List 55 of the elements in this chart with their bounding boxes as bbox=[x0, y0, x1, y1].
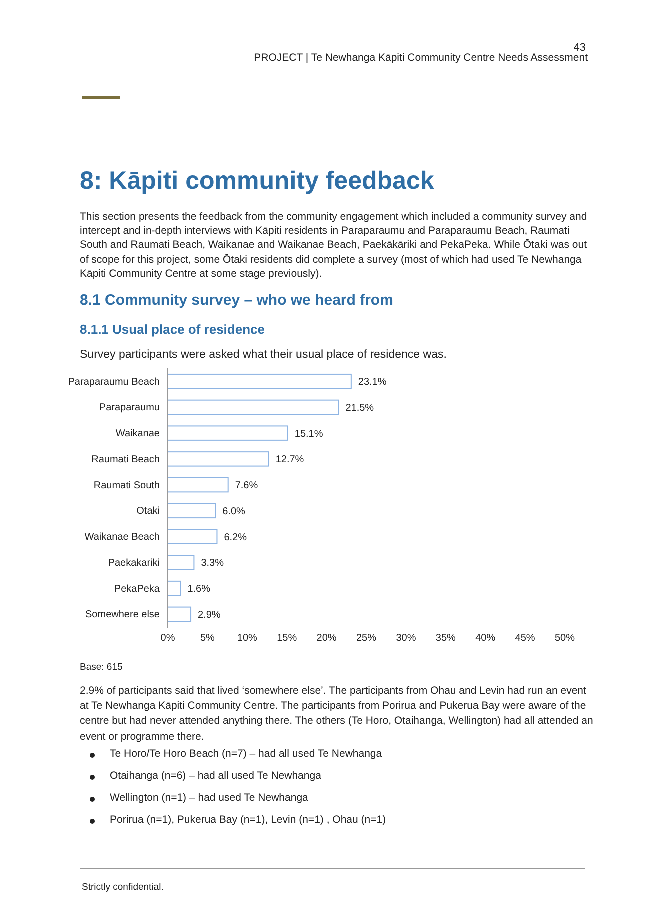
data-label: 3.3% bbox=[201, 558, 224, 570]
text: Base: 615 bbox=[80, 662, 124, 674]
text: This section presents the feedback from the community engagement which included a community survey and intercept and in-depth interviews with Kāpiti residents in Paraparaumu and Paraparaumu Beach, Raumati South and Raumati Beach, Waikanae and Waikanae Beach, Paekākāriki and PekaPeka. While Ōtaki was out of scope for this project, some Ōtaki residents did complete a survey (most of which had used Te Newhanga Kāpiti Community Centre at some stage previously). bbox=[80, 210, 588, 281]
x-tick-label: 35% bbox=[436, 633, 456, 644]
x-tick-label: 40% bbox=[476, 633, 496, 644]
bar bbox=[168, 400, 340, 416]
data-label: 12.7% bbox=[276, 454, 304, 466]
y-tick-label: Waikanae bbox=[116, 428, 160, 440]
chart-title: 8.1.1 Usual place of residence bbox=[80, 322, 266, 337]
text: 2.9% of participants said that lived ‘somewhere else’. The participants from Ohau and Levin had run an event at Te Newhanga Kāpiti Community Centre. The participants from Porirua and Pukerua Bay were aware of the centre but had never attended anything there. The others (Te Horo, Otaihanga, Wellington) had all attended an event or programme there. bbox=[80, 684, 594, 745]
bar bbox=[168, 374, 352, 390]
x-tick-label: 20% bbox=[316, 633, 337, 644]
text: Wellington (n=1) – had used Te Newhanga bbox=[110, 792, 310, 805]
data-label: 15.1% bbox=[294, 428, 324, 440]
y-tick-label: Raumati South bbox=[94, 480, 160, 492]
data-label: 1.6% bbox=[188, 584, 211, 596]
bar bbox=[168, 503, 216, 519]
text: 43 bbox=[574, 42, 586, 54]
text: Strictly confidential. bbox=[82, 882, 165, 894]
y-tick-label: Waikanae Beach bbox=[84, 532, 160, 544]
chart-subtitle: Survey participants were asked what their usual place of residence was. bbox=[80, 349, 448, 361]
bar bbox=[168, 529, 218, 544]
y-tick-label: Somewhere else bbox=[86, 610, 160, 621]
x-tick-label: 0% bbox=[160, 633, 176, 644]
bar bbox=[168, 477, 229, 493]
data-label: 6.0% bbox=[222, 506, 246, 518]
bar bbox=[168, 580, 182, 596]
y-tick-label: Paraparaumu bbox=[99, 402, 160, 414]
bar bbox=[168, 555, 195, 570]
bar bbox=[168, 452, 270, 467]
x-tick-label: 5% bbox=[200, 633, 216, 644]
data-label: 21.5% bbox=[346, 402, 374, 414]
data-label: 2.9% bbox=[198, 610, 221, 621]
x-tick-label: 45% bbox=[515, 633, 536, 644]
y-tick-label: Otaki bbox=[136, 506, 160, 518]
data-label: 23.1% bbox=[358, 377, 387, 388]
text: Te Horo/Te Horo Beach (n=7) – had all used Te Newhanga bbox=[110, 748, 384, 761]
x-tick-label: 25% bbox=[356, 633, 377, 644]
text: 8: Kāpiti community feedback bbox=[80, 166, 436, 196]
y-tick-label: Raumati Beach bbox=[92, 454, 160, 466]
data-label: 6.2% bbox=[224, 532, 248, 544]
y-tick-label: Paraparaumu Beach bbox=[68, 376, 160, 388]
bar bbox=[168, 606, 192, 622]
y-tick-label: PekaPeka bbox=[114, 584, 160, 595]
x-tick-label: 30% bbox=[396, 633, 416, 644]
text: Otaihanga (n=6) – had all used Te Newhanga bbox=[110, 770, 322, 783]
x-tick-label: 10% bbox=[237, 633, 258, 644]
bar bbox=[168, 426, 288, 441]
x-tick-label: 50% bbox=[554, 633, 576, 644]
data-label: 7.6% bbox=[235, 480, 258, 492]
text: 8.1 Community survey – who we heard from bbox=[80, 292, 394, 310]
x-tick-label: 15% bbox=[277, 633, 298, 644]
text: Porirua (n=1), Pukerua Bay (n=1), Levin (n=1) , Ohau (n=1) bbox=[110, 814, 388, 827]
y-tick-label: Paekakariki bbox=[108, 558, 160, 569]
text: PROJECT | Te Newhanga Kāpiti Community Centre Needs Assessment bbox=[253, 52, 588, 65]
